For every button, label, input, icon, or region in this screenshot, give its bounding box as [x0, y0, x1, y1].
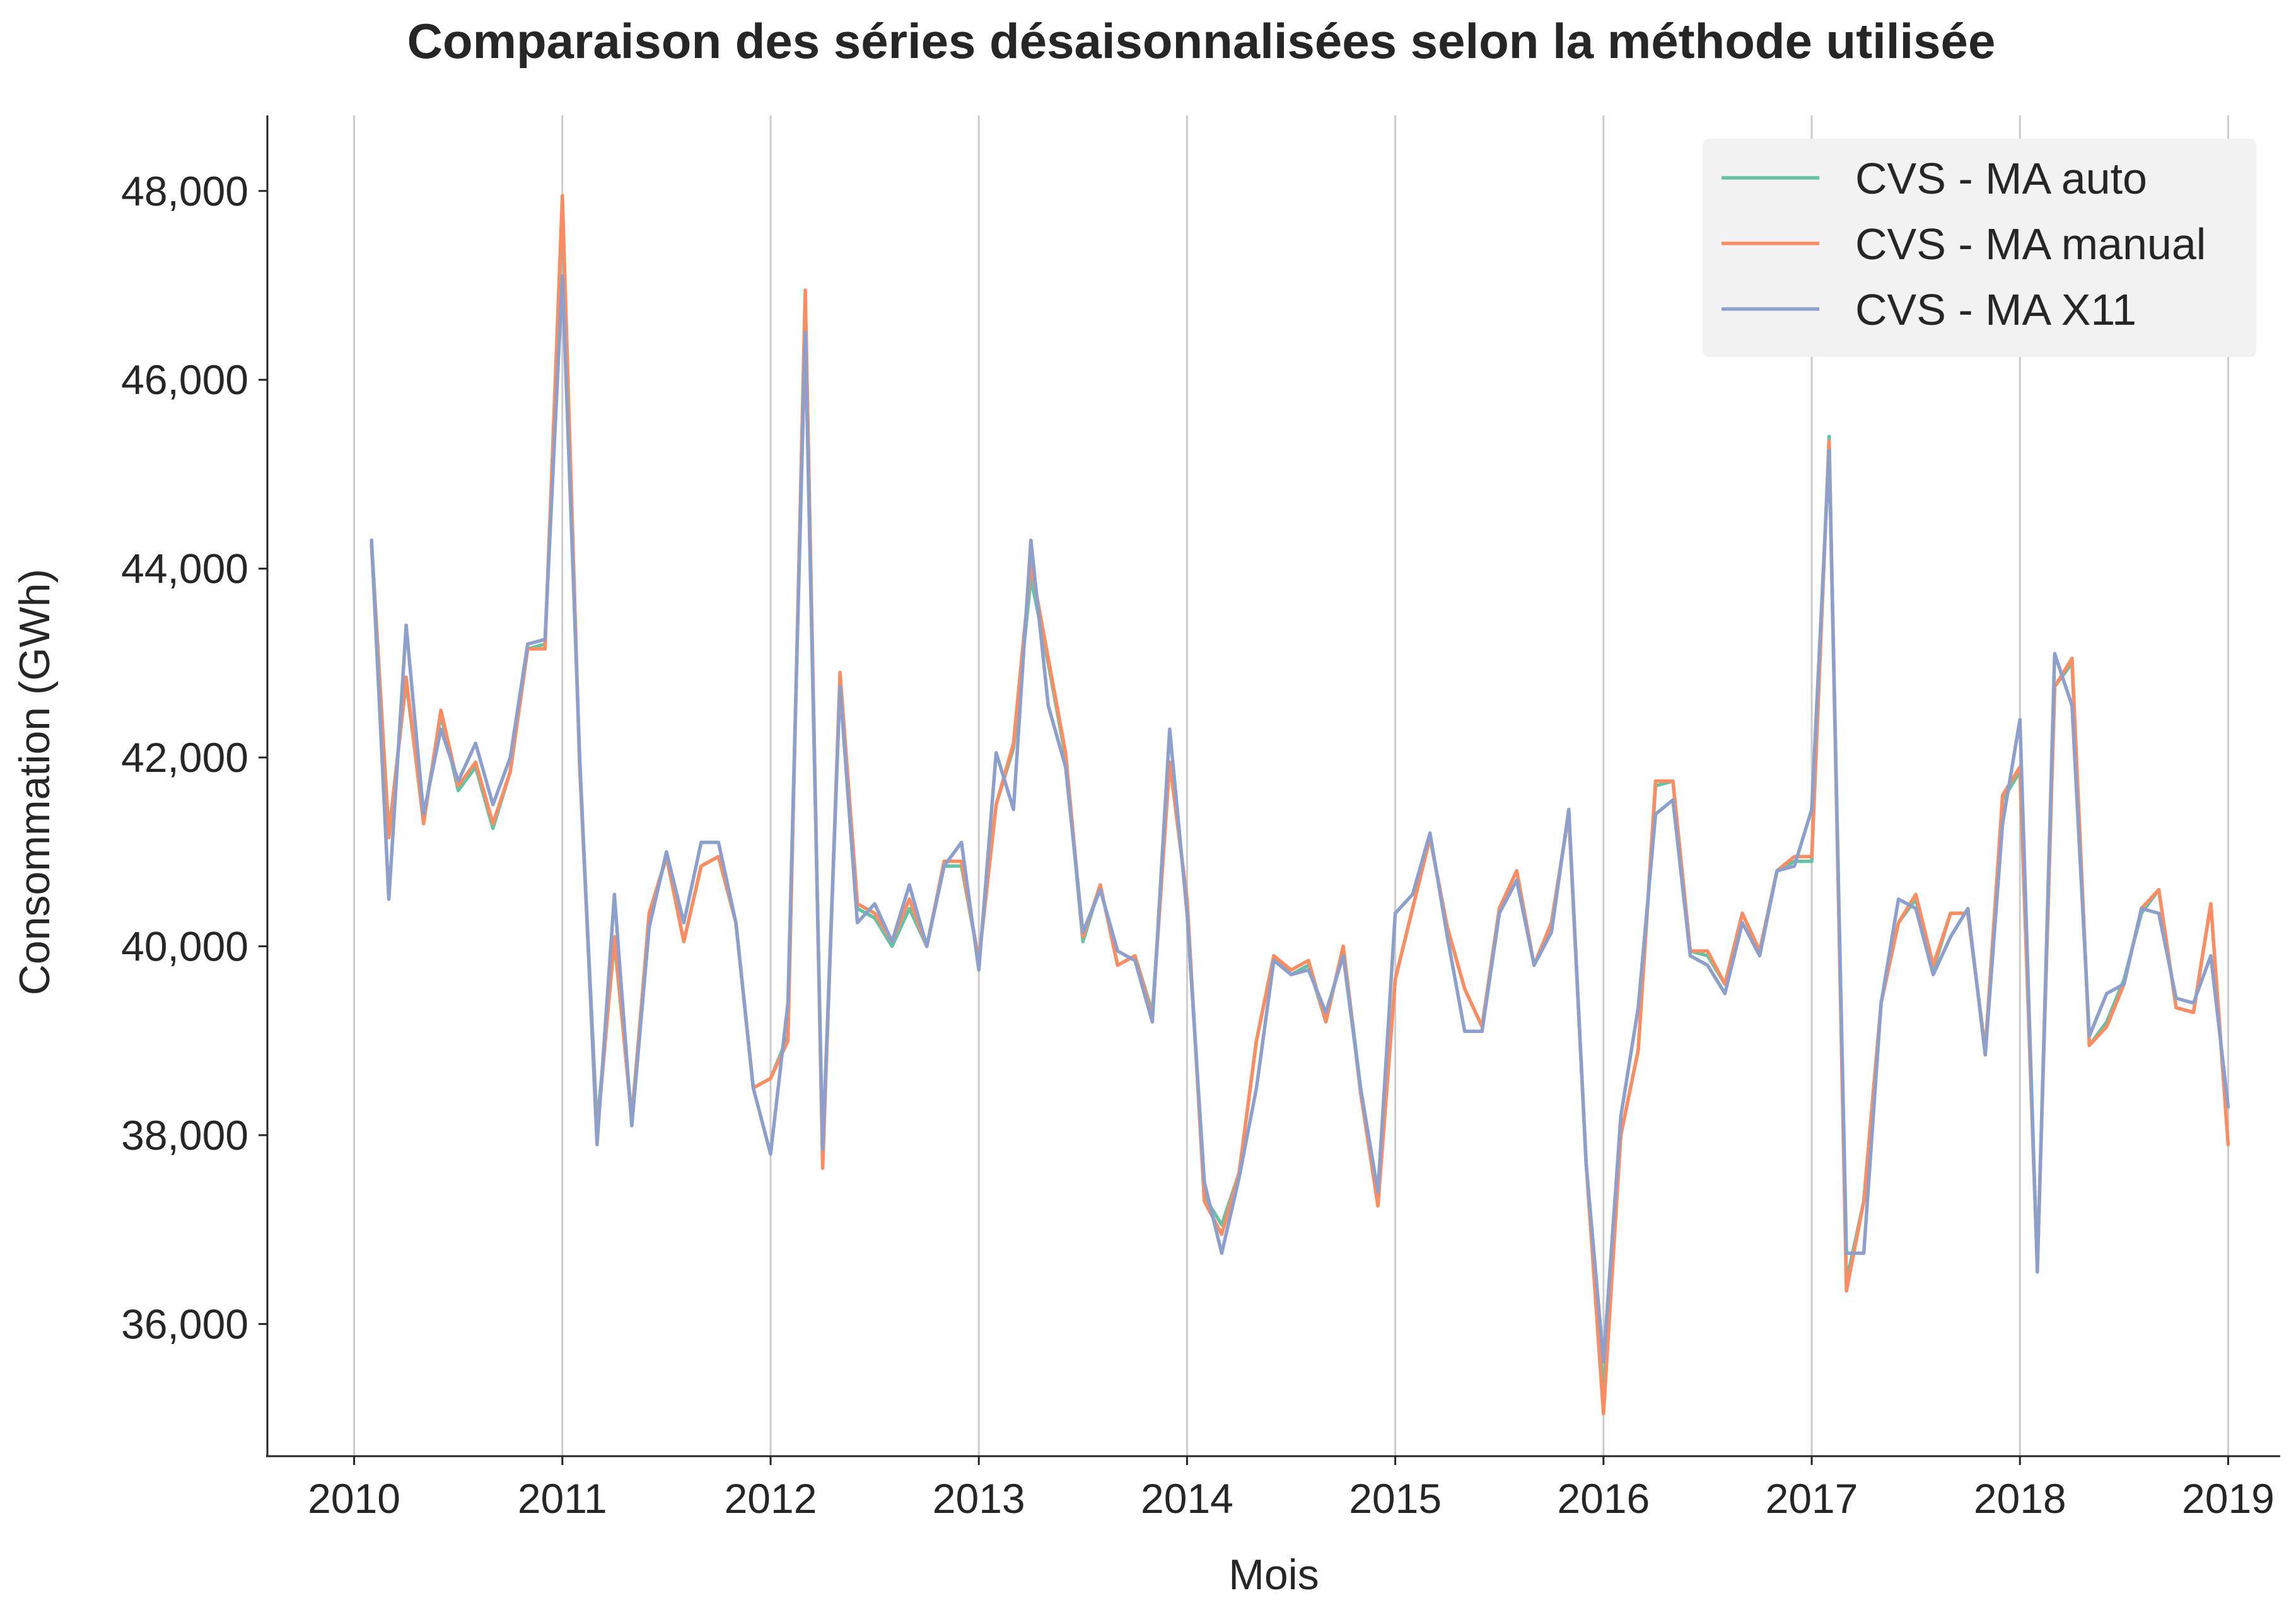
x-tick-label: 2015 — [1349, 1475, 1442, 1522]
legend: CVS - MA auto CVS - MA manual CVS - MA X11 — [1703, 139, 2256, 357]
x-tick-label: 2014 — [1141, 1475, 1233, 1522]
x-tick-label: 2016 — [1557, 1475, 1650, 1522]
y-axis-label: Consommation (GWh) — [11, 569, 59, 995]
y-ticks: 36,000 38,000 40,000 42,000 44,000 46,000 48,0… — [121, 168, 267, 1347]
series-line-1 — [370, 207, 2230, 1397]
x-tick-label: 2018 — [1974, 1475, 2066, 1522]
axes — [266, 115, 2280, 1457]
x-axis-label: Mois — [1228, 1551, 1319, 1599]
legend-label-3: CVS - MA X11 — [1855, 285, 2136, 334]
x-tick-label: 2012 — [725, 1475, 817, 1522]
legend-box — [1703, 139, 2256, 357]
legend-label-2: CVS - MA manual — [1855, 219, 2206, 269]
y-tick-label: 48,000 — [121, 168, 248, 214]
legend-label-1: CVS - MA auto — [1855, 154, 2147, 203]
x-tick-label: 2011 — [518, 1475, 607, 1522]
y-tick-label: 46,000 — [121, 356, 248, 403]
y-tick-label: 44,000 — [121, 546, 248, 592]
y-tick-label: 38,000 — [121, 1112, 248, 1159]
x-tick-label: 2013 — [933, 1475, 1025, 1522]
y-tick-label: 40,000 — [121, 923, 248, 970]
y-tick-label: 36,000 — [121, 1300, 248, 1347]
x-tick-label: 2019 — [2182, 1475, 2275, 1522]
y-tick-label: 42,000 — [121, 734, 248, 781]
series-line-3 — [370, 274, 2230, 1364]
x-ticks: 2010 2011 2012 2013 2014 2015 2016 2017 2018 2019 — [308, 1456, 2275, 1522]
x-tick-label: 2017 — [1766, 1475, 1858, 1522]
series-lines — [370, 194, 2230, 1416]
chart-title: Comparaison des séries désaisonnalisées … — [407, 13, 1996, 69]
x-tick-label: 2010 — [308, 1475, 400, 1522]
series-line-2 — [370, 194, 2230, 1416]
